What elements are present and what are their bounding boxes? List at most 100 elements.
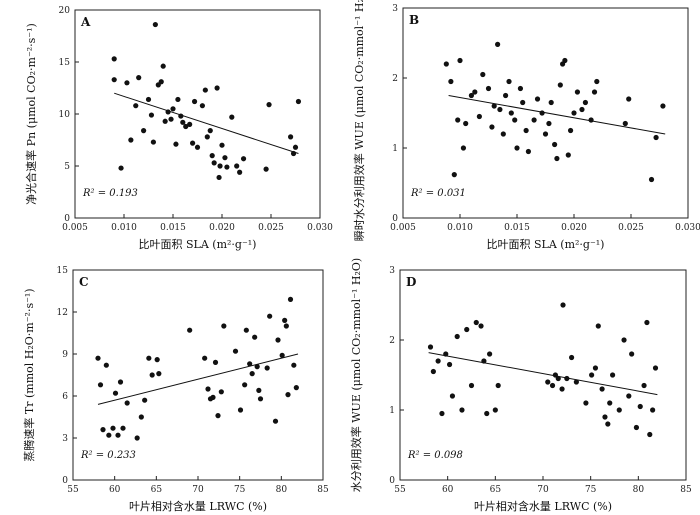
data-point [468, 92, 474, 99]
data-point [595, 323, 601, 329]
data-point [275, 337, 281, 343]
data-point [112, 390, 119, 396]
data-point [279, 352, 285, 358]
data-point [473, 319, 479, 326]
data-point [653, 134, 659, 141]
x-tick-label: 60 [442, 485, 454, 495]
x-tick-label: 55 [394, 485, 406, 495]
data-point [464, 326, 470, 333]
panel-c: 55 60 65 70 75 80 85 0 3 6 9 12 15 C R² = 0.233 叶片相对含水量… [22, 266, 329, 513]
data-point [621, 337, 627, 343]
data-point [118, 165, 124, 171]
data-point [472, 89, 478, 95]
data-point [210, 394, 216, 400]
data-point [539, 110, 545, 116]
x-tick-label: 80 [633, 485, 645, 495]
data-point [97, 382, 104, 388]
data-point [202, 87, 208, 93]
data-point [459, 407, 465, 413]
y-axis-label: 瞬时水分利用效率 WUE (μmol CO₂·mmol⁻¹ H₂O) [352, 0, 366, 241]
data-point [217, 163, 223, 169]
data-point [602, 414, 608, 420]
data-point [237, 407, 244, 413]
data-point [232, 348, 239, 354]
data-point [443, 61, 449, 67]
data-point [282, 317, 288, 323]
data-point [111, 56, 117, 62]
panel-label: C [79, 275, 89, 289]
x-tick-label: 0.005 [62, 223, 88, 233]
data-point [571, 110, 577, 116]
data-point [451, 172, 457, 178]
data-point [582, 99, 589, 106]
data-point [218, 389, 224, 395]
data-point [583, 400, 589, 406]
y-tick-label: 0 [392, 214, 398, 224]
panel-b: 0.005 0.010 0.015 0.020 0.025 0.030 0 1 2 3 B R² = … [352, 0, 700, 251]
x-tick-label: 80 [276, 485, 288, 495]
x-tick-label: 0.025 [258, 223, 284, 233]
data-point [175, 96, 181, 103]
data-point [652, 365, 659, 371]
panel-a: 0.005 0.010 0.015 0.020 0.025 0.030 0 5 10 15 20 A R… [24, 6, 333, 251]
data-point [252, 334, 258, 340]
data-point [124, 80, 130, 86]
x-tick-label: 0.010 [447, 223, 473, 233]
data-point [622, 120, 628, 127]
y-tick-label: 9 [62, 350, 68, 360]
y-tick-label: 12 [57, 308, 68, 318]
data-point [194, 144, 201, 150]
data-point [647, 431, 653, 438]
data-point [650, 407, 656, 413]
data-point [243, 327, 249, 333]
data-point [560, 302, 566, 308]
data-point [557, 82, 563, 88]
data-point [180, 119, 186, 125]
data-point [534, 96, 541, 102]
x-tick-label: 70 [192, 485, 204, 495]
y-tick-label: 3 [62, 434, 68, 444]
data-point [525, 148, 532, 155]
x-tick-label: 70 [537, 485, 549, 495]
data-point [162, 118, 168, 124]
data-point [455, 117, 461, 123]
data-point [555, 375, 561, 382]
data-point [111, 77, 117, 83]
data-point [292, 144, 299, 150]
data-point [288, 134, 294, 140]
data-point [173, 141, 179, 147]
plot-frame [72, 269, 324, 481]
data-point [267, 313, 273, 319]
y-tick-label: 15 [59, 58, 71, 68]
x-tick-label: 0.015 [160, 223, 186, 233]
data-point [589, 372, 595, 378]
plot-frame [74, 9, 321, 219]
x-tick-label: 85 [317, 485, 329, 495]
data-point [287, 296, 294, 302]
data-point [224, 164, 230, 170]
r-squared-label: R² = 0.193 [82, 188, 138, 199]
regression-line [114, 92, 299, 154]
data-point [204, 134, 210, 140]
data-point [605, 421, 611, 427]
y-axis-label: 水分利用效率 WUE (μmol CO₂·mmol⁻¹ H₂O) [349, 258, 363, 492]
data-point [626, 96, 632, 102]
x-axis-label: 叶片相对含水量 LRWC (%) [129, 499, 267, 513]
regression-line [428, 352, 658, 396]
data-point [124, 400, 130, 406]
data-point [660, 103, 666, 109]
data-point [497, 106, 503, 113]
y-tick-label: 0 [64, 214, 70, 224]
y-tick-label: 15 [57, 266, 69, 276]
data-point [165, 109, 171, 115]
data-point [495, 41, 501, 48]
x-axis-label: 比叶面积 SLA (m²·g⁻¹) [139, 238, 257, 251]
data-point [216, 174, 222, 181]
data-point [257, 396, 264, 402]
data-point [573, 379, 579, 385]
data-point [637, 403, 643, 410]
data-point [148, 112, 155, 118]
data-point [463, 120, 469, 127]
data-point [178, 113, 184, 119]
data-point [222, 155, 228, 161]
